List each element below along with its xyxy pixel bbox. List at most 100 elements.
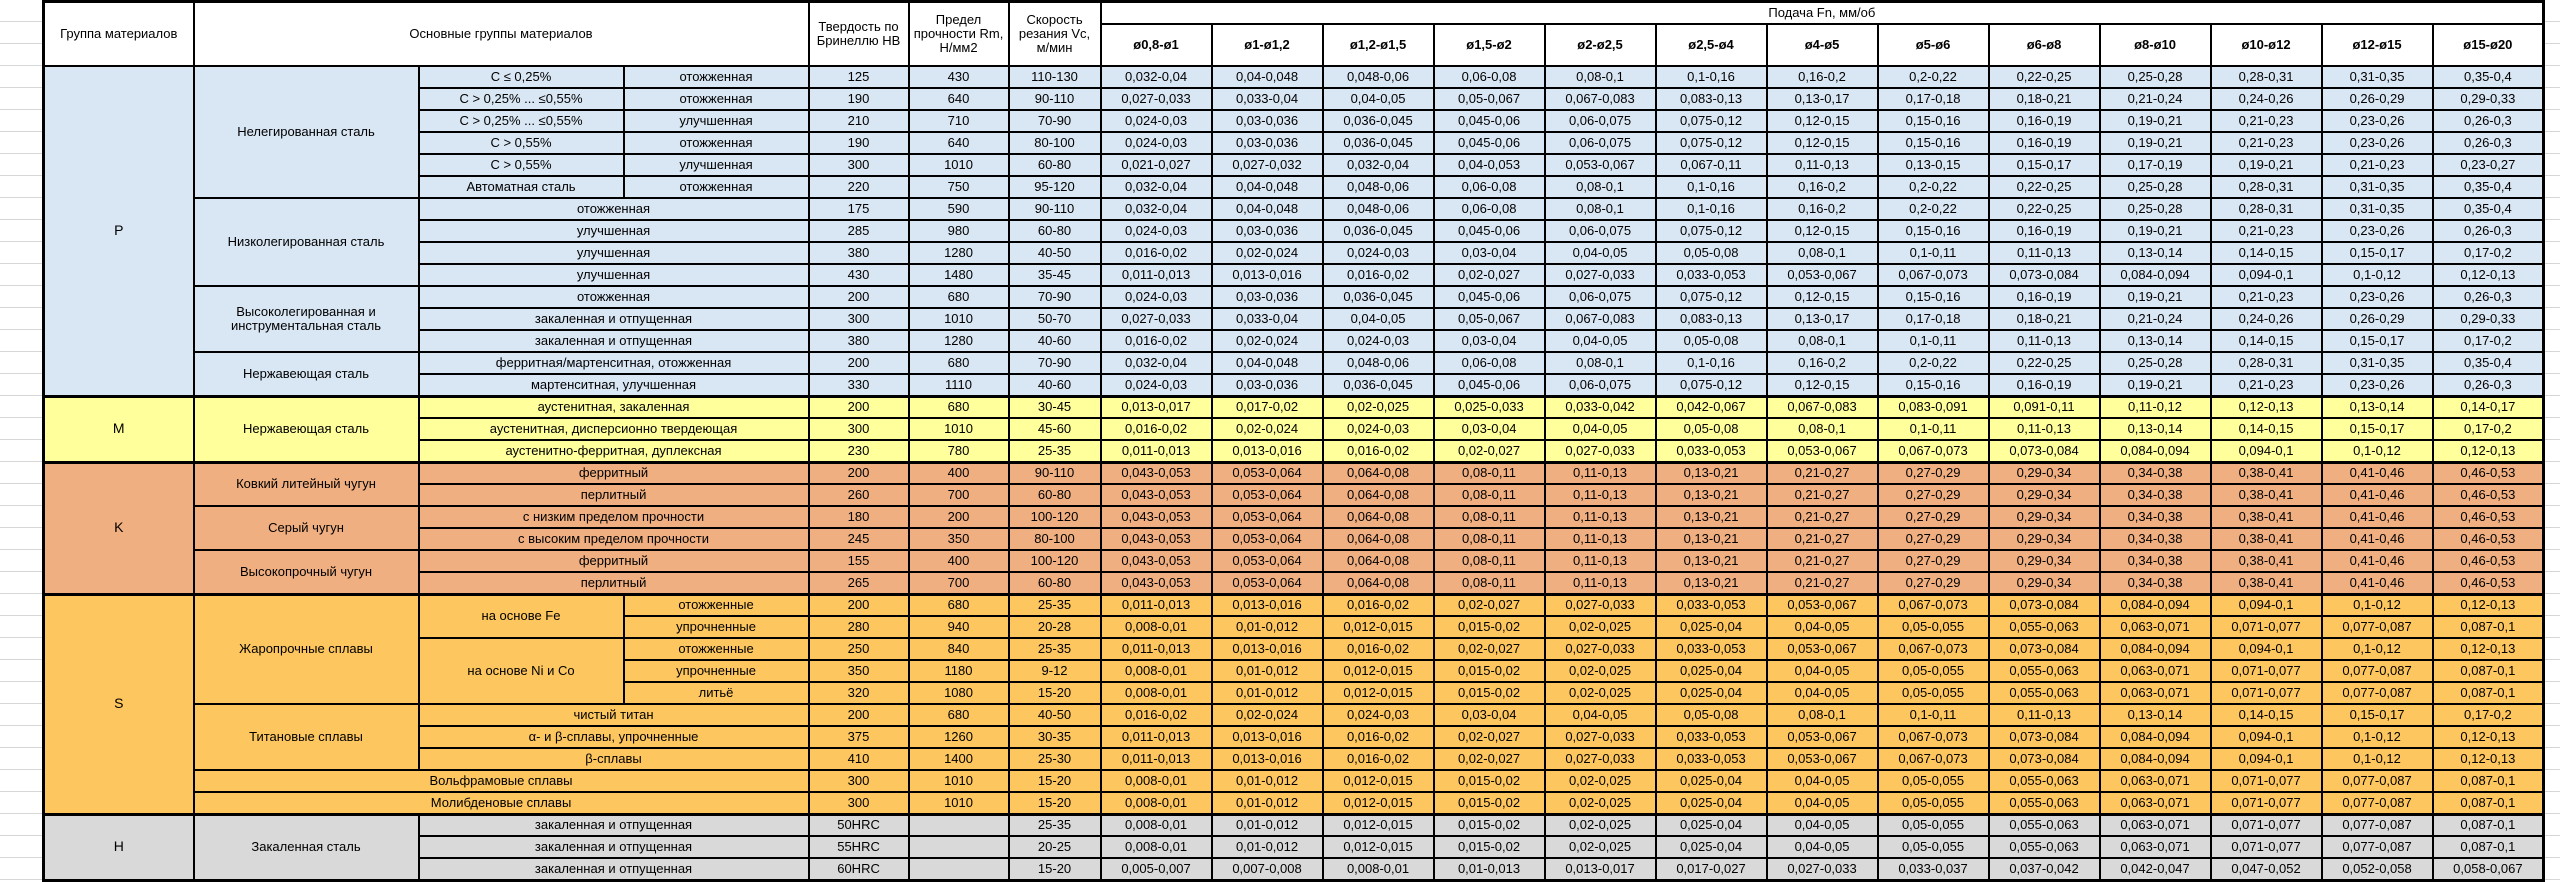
feed-cell[interactable]: 0,15-0,16 (1876, 373, 1990, 397)
strength-cell[interactable]: 400 (907, 460, 1010, 485)
feed-cell[interactable]: 0,26-0,29 (2320, 87, 2434, 111)
material-cell[interactable]: β-сплавы (417, 747, 810, 771)
feed-cell[interactable]: 0,02-0,025 (1543, 659, 1657, 683)
feed-cell[interactable]: 0,033-0,053 (1654, 439, 1768, 463)
feed-cell[interactable]: 0,073-0,084 (1987, 263, 2101, 287)
hardness-cell[interactable]: 175 (807, 197, 910, 221)
feed-cell[interactable]: 0,1-0,16 (1654, 65, 1768, 89)
feed-cell[interactable]: 0,26-0,3 (2431, 373, 2545, 397)
feed-cell[interactable]: 0,016-0,02 (1099, 241, 1213, 265)
feed-cell[interactable]: 0,055-0,063 (1987, 681, 2101, 705)
feed-cell[interactable]: 0,21-0,27 (1765, 571, 1879, 595)
feed-cell[interactable]: 0,012-0,015 (1321, 659, 1435, 683)
feed-cell[interactable]: 0,38-0,41 (2209, 571, 2323, 595)
feed-cell[interactable]: 0,12-0,13 (2431, 747, 2545, 771)
feed-cell[interactable]: 0,008-0,01 (1099, 769, 1213, 793)
feed-cell[interactable]: 0,053-0,064 (1210, 527, 1324, 551)
strength-cell[interactable]: 400 (907, 549, 1010, 573)
feed-cell[interactable]: 0,033-0,053 (1654, 747, 1768, 771)
feed-cell[interactable]: 0,011-0,013 (1099, 637, 1213, 661)
feed-cell[interactable]: 0,012-0,015 (1321, 812, 1435, 837)
material-cell[interactable]: α- и β-сплавы, упрочненные (417, 725, 810, 749)
feed-cell[interactable]: 0,024-0,03 (1321, 417, 1435, 441)
feed-cell[interactable]: 0,013-0,016 (1210, 747, 1324, 771)
feed-cell[interactable]: 0,11-0,13 (1987, 703, 2101, 727)
feed-cell[interactable]: 0,22-0,25 (1987, 197, 2101, 221)
speed-cell[interactable]: 60-80 (1007, 571, 1102, 595)
feed-cell[interactable]: 0,08-0,1 (1543, 197, 1657, 221)
feed-cell[interactable]: 0,15-0,16 (1876, 109, 1990, 133)
feed-cell[interactable]: 0,027-0,033 (1765, 857, 1879, 881)
feed-cell[interactable]: 0,08-0,1 (1765, 703, 1879, 727)
feed-cell[interactable]: 0,04-0,048 (1210, 175, 1324, 199)
feed-cell[interactable]: 0,17-0,18 (1876, 307, 1990, 331)
feed-cell[interactable]: 0,077-0,087 (2320, 791, 2434, 815)
material-cell[interactable]: Автоматная сталь (417, 175, 625, 199)
speed-cell[interactable]: 15-20 (1007, 769, 1102, 793)
feed-cell[interactable]: 0,21-0,24 (2098, 87, 2212, 111)
feed-cell[interactable]: 0,008-0,01 (1099, 659, 1213, 683)
feed-cell[interactable]: 0,075-0,12 (1654, 219, 1768, 243)
feed-cell[interactable]: 0,1-0,11 (1876, 329, 1990, 353)
feed-cell[interactable]: 0,05-0,08 (1654, 329, 1768, 353)
feed-cell[interactable]: 0,027-0,033 (1543, 725, 1657, 749)
feed-cell[interactable]: 0,067-0,073 (1876, 725, 1990, 749)
feed-cell[interactable]: 0,063-0,071 (2098, 659, 2212, 683)
feed-cell[interactable]: 0,063-0,071 (2098, 681, 2212, 705)
hardness-cell[interactable]: 380 (807, 329, 910, 353)
strength-cell[interactable]: 780 (907, 439, 1010, 463)
feed-cell[interactable]: 0,064-0,08 (1321, 527, 1435, 551)
feed-cell[interactable]: 0,06-0,075 (1543, 285, 1657, 309)
material-cell[interactable]: аустенитная, закаленная (417, 394, 810, 419)
feed-cell[interactable]: 0,15-0,17 (2320, 329, 2434, 353)
feed-cell[interactable]: 0,032-0,04 (1099, 351, 1213, 375)
feed-cell[interactable]: 0,021-0,027 (1099, 153, 1213, 177)
material-cell[interactable]: Нержавеющая сталь (192, 351, 420, 397)
feed-cell[interactable]: 0,19-0,21 (2098, 373, 2212, 397)
feed-cell[interactable]: 0,23-0,26 (2320, 373, 2434, 397)
feed-cell[interactable]: 0,28-0,31 (2209, 175, 2323, 199)
feed-cell[interactable]: 0,033-0,053 (1654, 263, 1768, 287)
feed-cell[interactable]: 0,04-0,05 (1765, 791, 1879, 815)
speed-cell[interactable]: 25-30 (1007, 747, 1102, 771)
feed-cell[interactable]: 0,04-0,05 (1321, 307, 1435, 331)
feed-cell[interactable]: 0,033-0,037 (1876, 857, 1990, 881)
strength-cell[interactable]: 680 (907, 351, 1010, 375)
feed-cell[interactable]: 0,34-0,38 (2098, 505, 2212, 529)
feed-cell[interactable]: 0,16-0,19 (1987, 373, 2101, 397)
feed-cell[interactable]: 0,055-0,063 (1987, 812, 2101, 837)
feed-cell[interactable]: 0,011-0,013 (1099, 725, 1213, 749)
hardness-cell[interactable]: 50HRC (807, 812, 910, 837)
feed-cell[interactable]: 0,043-0,053 (1099, 483, 1213, 507)
material-cell[interactable]: закаленная и отпущенная (417, 857, 810, 881)
strength-cell[interactable]: 1400 (907, 747, 1010, 771)
feed-cell[interactable]: 0,17-0,2 (2431, 329, 2545, 353)
feed-cell[interactable]: 0,063-0,071 (2098, 791, 2212, 815)
material-cell[interactable]: C > 0,25% ... ≤0,55% (417, 87, 625, 111)
feed-cell[interactable]: 0,27-0,29 (1876, 505, 1990, 529)
material-cell[interactable]: с низким пределом прочности (417, 505, 810, 529)
feed-cell[interactable]: 0,21-0,27 (1765, 527, 1879, 551)
feed-cell[interactable]: 0,12-0,15 (1765, 219, 1879, 243)
feed-cell[interactable]: 0,075-0,12 (1654, 109, 1768, 133)
feed-cell[interactable]: 0,087-0,1 (2431, 791, 2545, 815)
feed-cell[interactable]: 0,012-0,015 (1321, 615, 1435, 639)
feed-cell[interactable]: 0,34-0,38 (2098, 549, 2212, 573)
feed-col-header[interactable]: ø4-ø5 (1765, 23, 1879, 67)
feed-cell[interactable]: 0,12-0,13 (2431, 637, 2545, 661)
feed-cell[interactable]: 0,027-0,033 (1099, 307, 1213, 331)
feed-cell[interactable]: 0,032-0,04 (1099, 197, 1213, 221)
feed-cell[interactable]: 0,1-0,16 (1654, 175, 1768, 199)
feed-cell[interactable]: 0,033-0,053 (1654, 725, 1768, 749)
feed-cell[interactable]: 0,017-0,027 (1654, 857, 1768, 881)
feed-cell[interactable]: 0,055-0,063 (1987, 835, 2101, 859)
feed-cell[interactable]: 0,008-0,01 (1099, 835, 1213, 859)
feed-cell[interactable]: 0,033-0,04 (1210, 307, 1324, 331)
feed-cell[interactable]: 0,073-0,084 (1987, 747, 2101, 771)
material-cell[interactable]: отожженная (622, 175, 810, 199)
feed-cell[interactable]: 0,25-0,28 (2098, 351, 2212, 375)
feed-cell[interactable]: 0,094-0,1 (2209, 747, 2323, 771)
group-letter-cell[interactable]: P (42, 65, 195, 397)
feed-cell[interactable]: 0,05-0,055 (1876, 615, 1990, 639)
feed-cell[interactable]: 0,087-0,1 (2431, 812, 2545, 837)
